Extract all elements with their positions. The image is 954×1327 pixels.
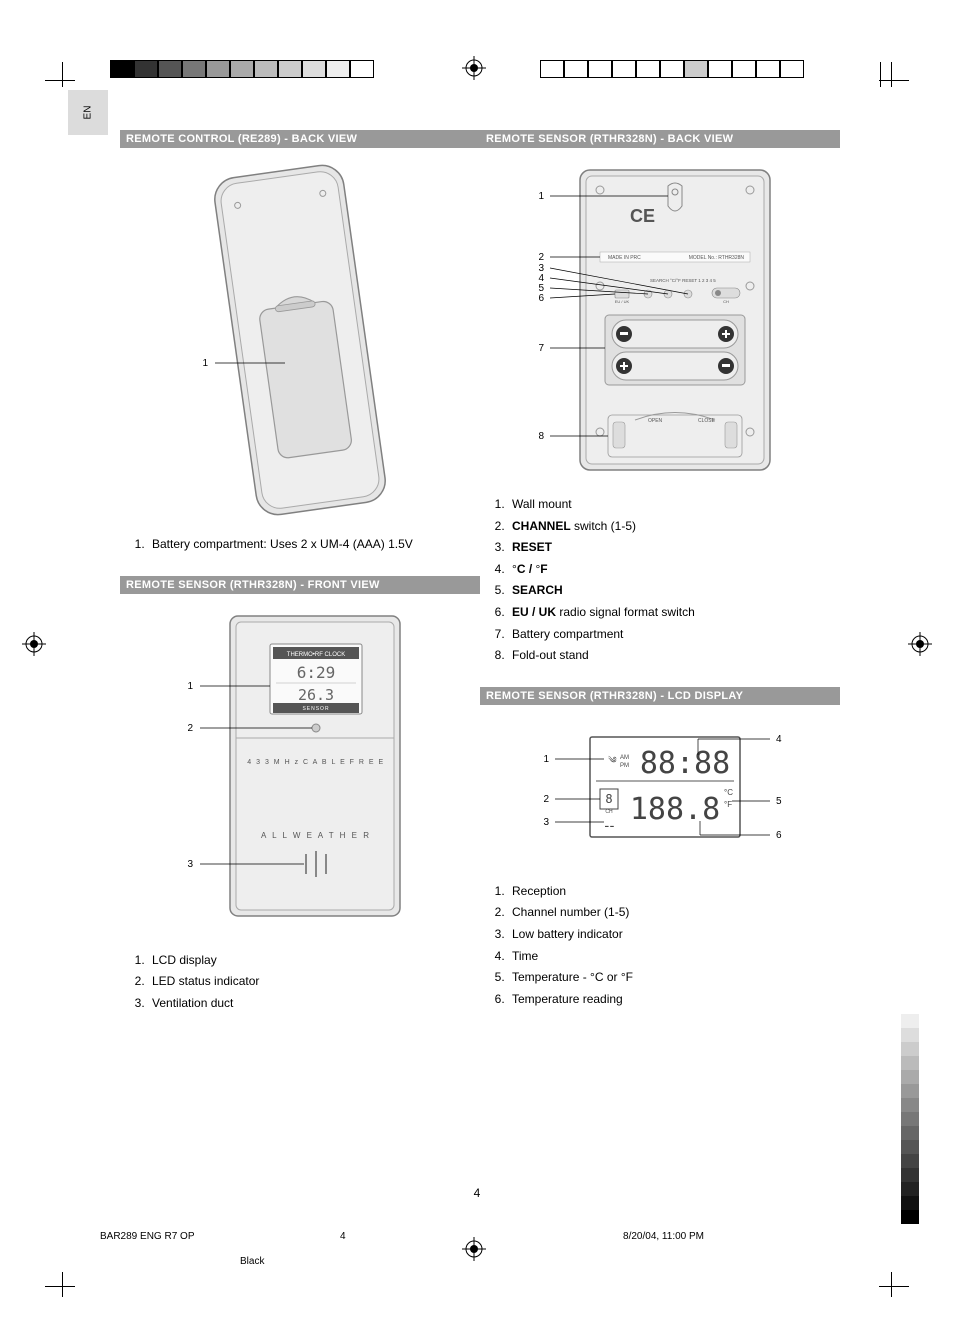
diagram-remote-control-back: 1 bbox=[120, 160, 480, 520]
diagram-sensor-front: THERMO•RF CLOCK 6:29 26.3 SENSOR 4 3 3 M… bbox=[120, 606, 480, 936]
svg-text:°F: °F bbox=[724, 800, 732, 809]
svg-text:88:88: 88:88 bbox=[640, 746, 730, 781]
svg-text:4: 4 bbox=[776, 734, 782, 745]
svg-text:6: 6 bbox=[776, 830, 782, 841]
list-item: Temperature reading bbox=[508, 989, 840, 1011]
list-item: SEARCH bbox=[508, 580, 840, 602]
list-item: Wall mount bbox=[508, 494, 840, 516]
diagram-sensor-lcd: ༄ AM PM 88:88 8 CH ⚋ 188.8 °C °F 1 2 3 4… bbox=[480, 717, 840, 867]
list-item: Ventilation duct bbox=[148, 993, 480, 1015]
svg-text:MODEL No.: RTHR328N: MODEL No.: RTHR328N bbox=[689, 255, 745, 261]
printer-marks-bottom bbox=[0, 1207, 954, 1297]
list-item: Battery compartment bbox=[508, 624, 840, 646]
feature-list: Battery compartment: Uses 2 x UM-4 (AAA)… bbox=[120, 534, 480, 556]
side-grayscale-strip bbox=[901, 1000, 919, 1224]
svg-text:1: 1 bbox=[202, 358, 208, 369]
list-item: °C / °F bbox=[508, 559, 840, 581]
svg-text:PM: PM bbox=[620, 763, 629, 769]
svg-text:༄: ༄ bbox=[608, 755, 617, 765]
svg-text:CLOSE: CLOSE bbox=[698, 418, 716, 424]
svg-text:A L L W E A T H E R: A L L W E A T H E R bbox=[261, 831, 371, 840]
list-item: RESET bbox=[508, 537, 840, 559]
svg-text:3: 3 bbox=[543, 817, 549, 828]
list-item: Temperature - °C or °F bbox=[508, 967, 840, 989]
list-item: LCD display bbox=[148, 950, 480, 972]
feature-list: LCD displayLED status indicatorVentilati… bbox=[120, 950, 480, 1015]
colorbar-right bbox=[540, 60, 804, 78]
list-item: EU / UK radio signal format switch bbox=[508, 602, 840, 624]
svg-text:°C: °C bbox=[724, 788, 733, 797]
page-content: EN REMOTE CONTROL (RE289) - BACK VIEW 1 bbox=[80, 100, 874, 1200]
colorbar-grayscale bbox=[110, 60, 374, 78]
svg-text:26.3: 26.3 bbox=[298, 686, 334, 704]
svg-text:4 3 3 M H z C A B L E F R: 4 3 3 M H z C A B L E F R E E bbox=[247, 759, 384, 766]
registration-mark-icon bbox=[22, 632, 46, 656]
registration-mark-icon bbox=[908, 632, 932, 656]
svg-text:6:29: 6:29 bbox=[297, 663, 336, 682]
registration-mark-icon bbox=[462, 1237, 486, 1261]
section-header: REMOTE SENSOR (RTHR328N) - BACK VIEW bbox=[480, 130, 840, 148]
list-item: Low battery indicator bbox=[508, 924, 840, 946]
svg-text:1: 1 bbox=[543, 754, 549, 765]
left-column: REMOTE CONTROL (RE289) - BACK VIEW 1 Bat bbox=[120, 130, 480, 1034]
list-item: CHANNEL switch (1-5) bbox=[508, 516, 840, 538]
svg-text:5: 5 bbox=[776, 796, 782, 807]
svg-text:CH: CH bbox=[723, 299, 729, 304]
list-item: Time bbox=[508, 946, 840, 968]
registration-mark-icon bbox=[462, 56, 486, 80]
list-item: Reception bbox=[508, 881, 840, 903]
svg-text:6: 6 bbox=[538, 293, 544, 304]
svg-text:AM: AM bbox=[620, 755, 629, 761]
svg-text:⚋: ⚋ bbox=[604, 816, 615, 830]
page-number: 4 bbox=[474, 1186, 481, 1200]
svg-text:2: 2 bbox=[538, 252, 544, 263]
section-header: REMOTE SENSOR (RTHR328N) - LCD DISPLAY bbox=[480, 687, 840, 705]
svg-text:SEARCH °C/°F RESET 1 2 3 4 5: SEARCH °C/°F RESET 1 2 3 4 5 bbox=[650, 278, 716, 283]
svg-text:CE: CE bbox=[630, 206, 655, 226]
svg-text:MADE IN PRC: MADE IN PRC bbox=[608, 255, 641, 261]
svg-text:CH: CH bbox=[605, 809, 613, 815]
svg-text:THERMO•RF CLOCK: THERMO•RF CLOCK bbox=[287, 652, 345, 658]
list-item: Channel number (1-5) bbox=[508, 902, 840, 924]
svg-text:OPEN: OPEN bbox=[648, 418, 663, 424]
svg-text:3: 3 bbox=[187, 859, 193, 870]
svg-text:2: 2 bbox=[543, 794, 549, 805]
list-item: Fold-out stand bbox=[508, 645, 840, 667]
list-item: LED status indicator bbox=[148, 971, 480, 993]
feature-list: Wall mountCHANNEL switch (1-5)RESET°C / … bbox=[480, 494, 840, 667]
language-tab: EN bbox=[68, 90, 108, 135]
svg-text:8: 8 bbox=[605, 792, 612, 806]
svg-text:8: 8 bbox=[538, 431, 544, 442]
list-item: Battery compartment: Uses 2 x UM-4 (AAA)… bbox=[148, 534, 480, 556]
feature-list: ReceptionChannel number (1-5)Low battery… bbox=[480, 881, 840, 1011]
svg-text:2: 2 bbox=[187, 723, 193, 734]
right-column: REMOTE SENSOR (RTHR328N) - BACK VIEW CE … bbox=[480, 130, 840, 1030]
section-header: REMOTE CONTROL (RE289) - BACK VIEW bbox=[120, 130, 480, 148]
svg-text:188.8: 188.8 bbox=[630, 792, 720, 827]
svg-text:7: 7 bbox=[538, 343, 544, 354]
printer-marks-top bbox=[0, 50, 954, 80]
svg-text:SENSOR: SENSOR bbox=[302, 706, 329, 712]
diagram-sensor-back: CE MADE IN PRC MODEL No.: RTHR328N SEARC… bbox=[480, 160, 840, 480]
svg-text:1: 1 bbox=[538, 191, 544, 202]
svg-text:1: 1 bbox=[187, 681, 193, 692]
section-header: REMOTE SENSOR (RTHR328N) - FRONT VIEW bbox=[120, 576, 480, 594]
svg-text:EU / UK: EU / UK bbox=[615, 299, 630, 304]
